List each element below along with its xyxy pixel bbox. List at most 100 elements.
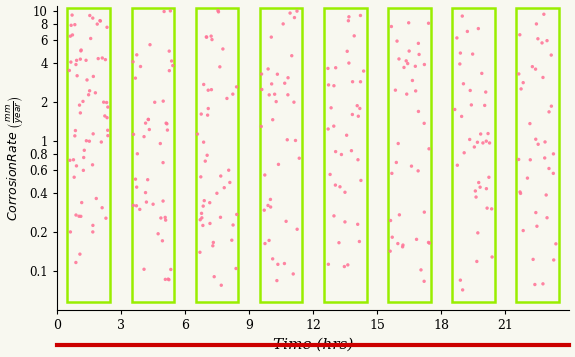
Point xyxy=(76,56,85,62)
Point xyxy=(101,57,110,62)
Point xyxy=(482,138,491,144)
Point xyxy=(455,61,465,67)
Point xyxy=(209,240,218,245)
Point xyxy=(531,136,540,142)
Point xyxy=(282,218,291,224)
Point xyxy=(95,18,105,24)
Point xyxy=(159,160,168,166)
Point xyxy=(386,218,395,223)
Point xyxy=(283,137,292,143)
Point xyxy=(89,222,98,228)
Point xyxy=(71,260,80,265)
Point xyxy=(70,22,79,27)
Point xyxy=(216,173,225,179)
X-axis label: Time (hrs): Time (hrs) xyxy=(273,337,353,351)
Point xyxy=(163,127,172,133)
Point xyxy=(220,185,229,191)
Point xyxy=(323,66,332,71)
Point xyxy=(331,65,340,71)
Point xyxy=(210,274,219,280)
Point xyxy=(260,241,270,246)
Point xyxy=(356,79,365,85)
Point xyxy=(549,171,558,176)
Point xyxy=(411,64,420,69)
Point xyxy=(143,177,152,182)
Point xyxy=(347,148,356,154)
Point xyxy=(75,102,84,108)
Point xyxy=(514,71,523,77)
Point xyxy=(458,287,467,293)
Point xyxy=(470,144,479,150)
Point xyxy=(398,242,408,248)
Point xyxy=(228,222,237,228)
Point xyxy=(197,111,206,117)
Point xyxy=(355,238,364,244)
Point xyxy=(542,38,551,44)
Point xyxy=(476,131,485,137)
Point xyxy=(216,215,225,220)
Point xyxy=(526,121,535,126)
Point xyxy=(335,240,344,246)
Point xyxy=(66,229,75,235)
Point xyxy=(162,120,171,126)
Point xyxy=(131,176,140,182)
Point xyxy=(392,160,401,165)
Point xyxy=(71,62,80,67)
Point xyxy=(141,190,150,196)
Point xyxy=(193,131,202,137)
Point xyxy=(465,137,474,142)
Point xyxy=(400,65,409,70)
Point xyxy=(266,197,275,202)
Point xyxy=(70,133,79,139)
Point xyxy=(257,87,266,92)
Point xyxy=(270,91,279,97)
Point xyxy=(263,203,273,208)
Point xyxy=(531,210,540,215)
Point xyxy=(139,134,148,140)
Point xyxy=(199,82,208,87)
Bar xyxy=(67,8,110,302)
Point xyxy=(227,237,236,243)
Point xyxy=(459,81,468,87)
Point xyxy=(132,203,141,208)
Point xyxy=(71,212,80,218)
Point xyxy=(414,109,423,114)
Point xyxy=(198,223,208,228)
Point xyxy=(482,205,492,211)
Point xyxy=(160,215,170,220)
Point xyxy=(76,213,86,219)
Point xyxy=(411,88,420,94)
Point xyxy=(424,20,433,26)
Point xyxy=(91,196,101,201)
Point xyxy=(218,46,228,52)
Point xyxy=(355,106,365,111)
Point xyxy=(98,205,107,211)
Point xyxy=(485,140,494,146)
Point xyxy=(329,83,339,89)
Point xyxy=(547,103,556,109)
Point xyxy=(86,36,95,41)
Point xyxy=(516,191,525,196)
Point xyxy=(407,163,416,169)
Point xyxy=(129,131,138,137)
Point xyxy=(142,199,151,205)
Point xyxy=(514,157,523,162)
Point xyxy=(405,48,414,54)
Point xyxy=(164,68,174,74)
Point xyxy=(404,20,413,26)
Point xyxy=(167,58,176,64)
Point xyxy=(208,243,217,248)
Point xyxy=(102,115,112,121)
Point xyxy=(293,226,302,232)
Point xyxy=(78,99,87,104)
Point xyxy=(457,114,466,119)
Point xyxy=(538,281,547,287)
Point xyxy=(199,139,208,145)
Point xyxy=(101,215,110,221)
Point xyxy=(476,184,485,190)
Point xyxy=(354,114,363,119)
Point xyxy=(166,8,175,14)
Point xyxy=(268,256,277,262)
Point xyxy=(93,21,102,27)
Point xyxy=(523,175,532,181)
